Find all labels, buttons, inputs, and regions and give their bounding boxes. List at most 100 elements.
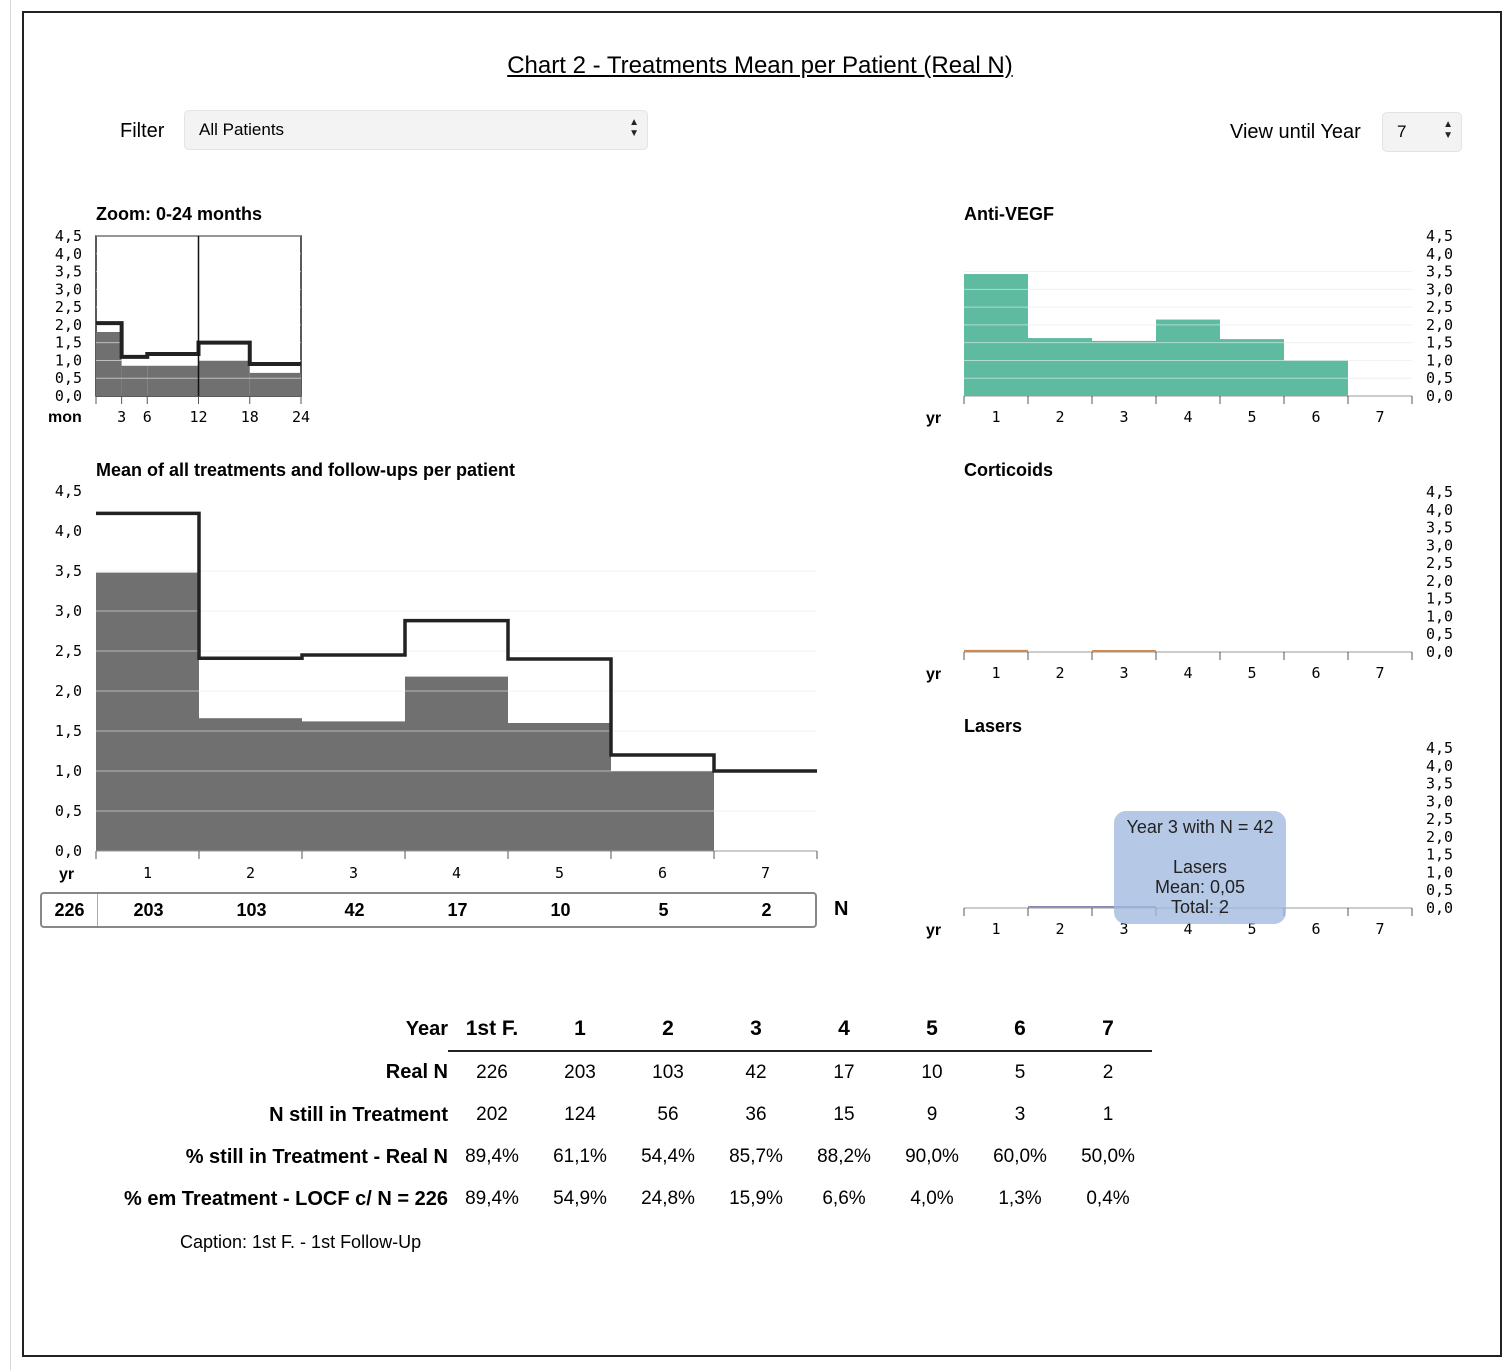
y-tick-label: 2,0 <box>1426 316 1453 334</box>
table-col-header: 4 <box>800 1008 888 1052</box>
x-tick-label: 6 <box>1311 408 1320 426</box>
table-row-label: % still in Treatment - Real N <box>185 1145 448 1168</box>
filter-select[interactable]: All Patients ▲ ▼ <box>184 110 648 150</box>
x-tick-label: 4 <box>1183 408 1192 426</box>
table-cell: 54,9% <box>553 1188 607 1209</box>
table-cell: 24,8% <box>641 1188 695 1209</box>
y-tick-label: 0,0 <box>55 842 82 860</box>
x-tick-label: 2 <box>1055 664 1064 682</box>
n-cell-first-followup: 226 <box>42 894 98 926</box>
corticoids-chart-title: Corticoids <box>964 460 1053 480</box>
table-cell: 9 <box>926 1104 938 1125</box>
zoom-bar <box>96 332 122 396</box>
y-tick-label: 0,0 <box>55 387 82 405</box>
n-cell-year-5: 10 <box>550 900 571 920</box>
table-cell: 36 <box>745 1104 767 1125</box>
y-tick-label: 1,5 <box>1426 334 1453 352</box>
y-tick-label: 1,0 <box>1426 351 1453 369</box>
y-tick-label: 0,5 <box>1426 625 1453 643</box>
y-tick-label: 0,0 <box>1426 387 1453 405</box>
table-cell: 15,9% <box>729 1188 783 1209</box>
y-tick-label: 3,5 <box>55 263 82 281</box>
x-tick-label: 7 <box>1375 664 1384 682</box>
table-cell: 4,0% <box>910 1188 954 1209</box>
select-arrows-icon: ▲ ▼ <box>1443 119 1453 141</box>
y-tick-label: 1,0 <box>1426 607 1453 625</box>
y-tick-label: 4,5 <box>1426 739 1453 757</box>
main-chart-title: Mean of all treatments and follow-ups pe… <box>96 460 515 480</box>
table-cell: 88,2% <box>817 1146 871 1167</box>
x-tick-label: 4 <box>1183 664 1192 682</box>
y-tick-label: 1,0 <box>55 762 82 780</box>
table-cell: 10 <box>921 1062 943 1083</box>
y-tick-label: 4,5 <box>1426 227 1453 245</box>
n-cell-year-1: 203 <box>133 900 164 920</box>
y-tick-label: 3,0 <box>1426 792 1453 810</box>
bar-3 <box>1092 650 1156 652</box>
y-tick-label: 4,0 <box>1426 501 1453 519</box>
y-tick-label: 4,0 <box>1426 245 1453 263</box>
x-tick-label: 4 <box>1183 920 1192 938</box>
table-cell: 226 <box>476 1062 508 1083</box>
x-tick-label: 3 <box>1119 920 1128 938</box>
bar-1 <box>964 649 1028 652</box>
bar-3 <box>302 721 405 851</box>
mean-line <box>96 511 817 773</box>
x-tick-label: 24 <box>292 408 310 426</box>
zoom-x-axis-label: mon <box>48 409 82 426</box>
y-tick-label: 4,0 <box>55 245 82 263</box>
x-tick-label: 3 <box>1119 664 1128 682</box>
main-x-axis-label: yr <box>59 866 74 883</box>
y-tick-label: 4,5 <box>1426 483 1453 501</box>
table-cell: 85,7% <box>729 1146 783 1167</box>
table-col-header: 1 <box>536 1008 624 1052</box>
y-tick-label: 1,5 <box>1426 590 1453 608</box>
y-tick-label: 4,5 <box>55 482 82 500</box>
table-col-header: 6 <box>976 1008 1064 1052</box>
zoom-chart: Zoom: 0-24 months mon 0,00,51,01,52,02,5… <box>48 204 310 426</box>
y-tick-label: 2,5 <box>55 642 82 660</box>
table-row-label: Real N <box>385 1061 448 1083</box>
y-tick-label: 0,5 <box>55 369 82 387</box>
n-cell-year-7: 2 <box>761 900 772 920</box>
x-tick-label: 1 <box>991 920 1000 938</box>
x-tick-label: 1 <box>991 664 1000 682</box>
x-tick-label: 3 <box>349 864 358 882</box>
view-until-select[interactable]: 7 ▲ ▼ <box>1382 112 1462 152</box>
zoom-mean-line <box>96 321 301 366</box>
x-tick-label: 5 <box>555 864 564 882</box>
lasers-tooltip: Year 3 with N = 42 Lasers Mean: 0,05 Tot… <box>1114 811 1286 924</box>
x-tick-label: 7 <box>1375 920 1384 938</box>
table-row: Real N 226 203 103 42 17 10 5 2 <box>90 1051 1152 1094</box>
y-tick-label: 3,0 <box>55 280 82 298</box>
x-tick-label: 6 <box>1311 920 1320 938</box>
table-cell: 90,0% <box>905 1146 959 1167</box>
y-tick-label: 3,5 <box>1426 263 1453 281</box>
tooltip-line-4: Total: 2 <box>1170 897 1230 917</box>
page-title: Chart 2 - Treatments Mean per Patient (R… <box>507 52 1013 79</box>
zoom-bar <box>121 365 148 396</box>
y-tick-label: 0,5 <box>1426 881 1453 899</box>
y-tick-label: 2,0 <box>55 682 82 700</box>
bar-4 <box>405 676 508 851</box>
view-until-select-value: 7 <box>1397 122 1407 141</box>
y-tick-label: 1,5 <box>55 334 82 352</box>
antivegf-x-axis-label: yr <box>926 410 941 427</box>
table-cell: 15 <box>833 1104 855 1125</box>
lasers-x-axis-label: yr <box>926 922 941 939</box>
bar-5 <box>508 723 611 851</box>
zoom-bar <box>249 372 301 396</box>
y-tick-label: 1,0 <box>55 351 82 369</box>
table-cell: 60,0% <box>993 1146 1047 1167</box>
table-cell: 89,4% <box>465 1146 519 1167</box>
n-cell-year-2: 103 <box>236 900 267 920</box>
bar-5 <box>1220 339 1284 396</box>
bar-2 <box>199 718 302 851</box>
y-tick-label: 1,5 <box>55 722 82 740</box>
x-tick-label: 2 <box>1055 408 1064 426</box>
zoom-chart-title: Zoom: 0-24 months <box>96 204 262 224</box>
y-tick-label: 2,5 <box>1426 810 1453 828</box>
y-tick-label: 4,0 <box>1426 757 1453 775</box>
y-tick-label: 3,5 <box>1426 519 1453 537</box>
lasers-chart: Lasers yr 1 2 3 4 5 6 7 0,00,51,01,52,02,53,03,… <box>926 716 1453 939</box>
